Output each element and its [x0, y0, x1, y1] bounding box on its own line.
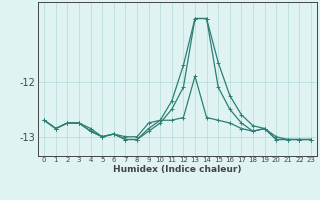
X-axis label: Humidex (Indice chaleur): Humidex (Indice chaleur) [113, 165, 242, 174]
